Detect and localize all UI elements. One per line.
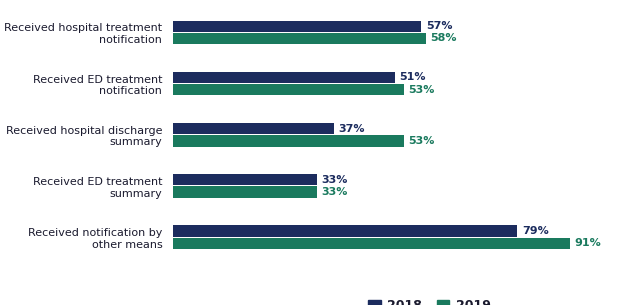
Bar (173, 238, 570, 249)
Legend: 2018, 2019: 2018, 2019 (363, 293, 495, 305)
Bar (173, 123, 334, 134)
Bar (173, 135, 404, 146)
Text: 58%: 58% (430, 34, 457, 44)
Text: 57%: 57% (426, 21, 452, 31)
Bar (173, 84, 404, 95)
Bar (173, 225, 518, 237)
Bar (173, 33, 426, 44)
Bar (173, 174, 317, 185)
Bar (173, 20, 422, 32)
Text: 37%: 37% (338, 124, 365, 134)
Text: 53%: 53% (408, 85, 435, 95)
Bar (173, 186, 317, 198)
Text: 53%: 53% (408, 136, 435, 146)
Text: 51%: 51% (399, 72, 426, 82)
Text: 79%: 79% (522, 226, 549, 236)
Bar (173, 72, 395, 83)
Text: 33%: 33% (321, 187, 347, 197)
Text: 91%: 91% (574, 238, 601, 248)
Text: 33%: 33% (321, 175, 347, 185)
